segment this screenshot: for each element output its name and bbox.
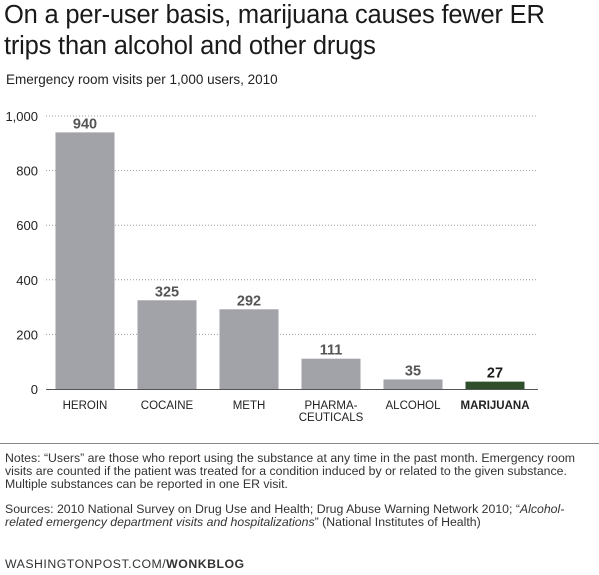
bar-value-label: 27 [487,366,503,382]
y-tick-label: 400 [16,273,38,288]
y-tick-label: 600 [16,218,38,233]
sources: Sources: 2010 National Survey on Drug Us… [5,503,595,529]
x-category-label: HEROIN [63,400,108,412]
x-category-label: CEUTICALS [299,412,364,424]
y-tick-label: 0 [31,382,38,397]
bar [55,132,115,389]
chart-title: On a per-user basis, marijuana causes fe… [4,1,545,60]
bar [301,358,361,389]
bar-value-label: 325 [155,284,179,300]
y-tick-label: 1,000 [5,109,38,124]
bar [219,309,279,389]
chart-subtitle: Emergency room visits per 1,000 users, 2… [6,72,278,87]
y-tick-label: 800 [16,164,38,179]
bar [465,381,525,389]
bar [383,379,443,389]
credit-blog: WONKBLOG [166,557,245,571]
bar-value-label: 292 [237,293,261,309]
credit-site: WASHINGTONPOST.COM/ [5,557,167,571]
bar-value-label: 940 [73,116,97,132]
credit: WASHINGTONPOST.COM/WONKBLOG [5,557,245,571]
bar-value-label: 35 [405,363,421,379]
x-category-label: PHARMA- [304,400,357,412]
y-tick-label: 200 [16,327,38,342]
sources-text-end: ” (National Institutes of Health) [314,515,481,529]
sources-article-title: Alcohol-related emergency department vis… [5,502,565,529]
bar [137,300,197,389]
x-category-label: MARIJUANA [461,400,530,412]
sources-text: Sources: 2010 National Survey on Drug Us… [5,502,520,516]
notes: Notes: “Users” are those who report usin… [5,451,576,491]
bar-chart: 0 200 400 600 800 1,000 940 HEROIN 325 COCAINE 292… [5,109,538,424]
x-category-label: ALCOHOL [386,400,442,412]
x-category-label: COCAINE [141,400,194,412]
x-category-label: METH [233,400,266,412]
bar-value-label: 111 [320,343,343,359]
divider [0,443,599,444]
